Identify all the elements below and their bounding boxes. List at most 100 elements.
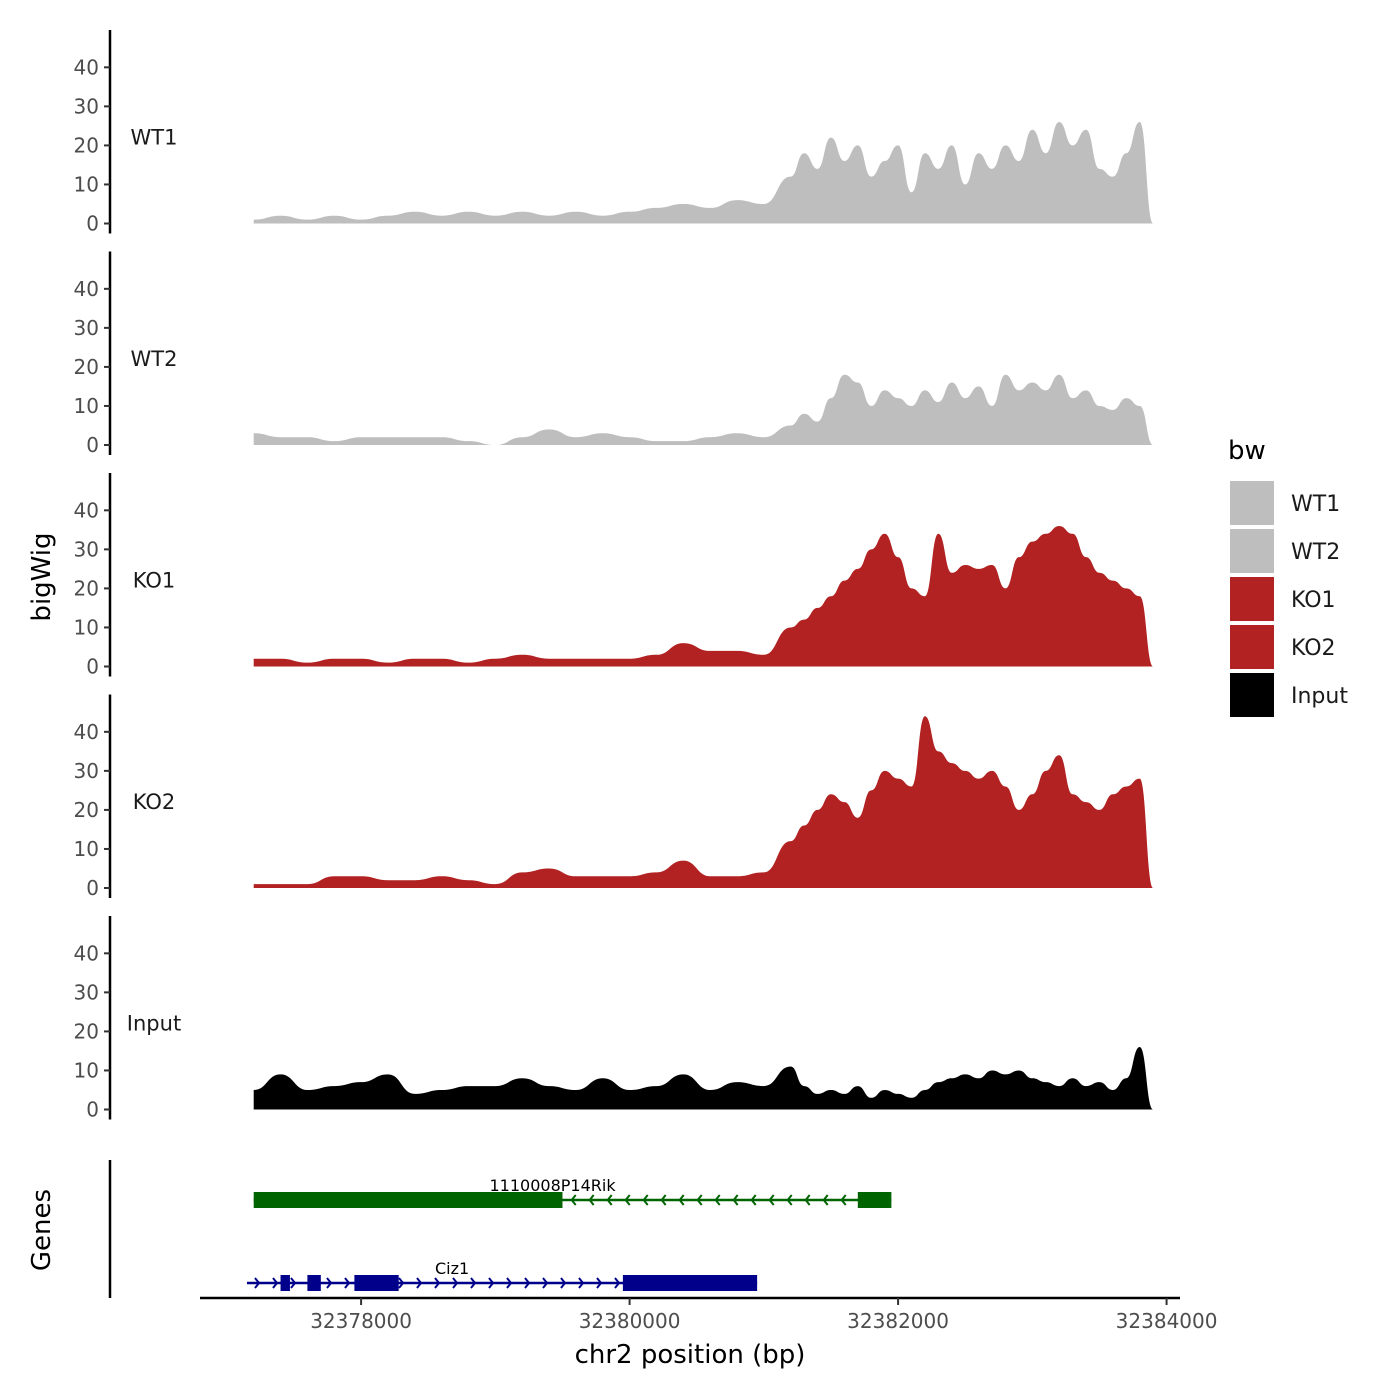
strand-arrow-icon <box>506 1277 513 1289</box>
gene-label: Ciz1 <box>435 1259 469 1278</box>
legend-swatch-KO2 <box>1230 625 1274 669</box>
y-tick-label: 20 <box>74 355 99 379</box>
track-label-KO2: KO2 <box>133 790 176 814</box>
strand-arrow-icon <box>750 1194 757 1206</box>
legend-swatch-KO1 <box>1230 577 1274 621</box>
strand-arrow-icon <box>606 1194 613 1206</box>
y-tick-label: 0 <box>86 1098 99 1122</box>
strand-arrow-icon <box>290 1277 297 1289</box>
panel-WT2: 0 10 20 30 40 WT2 <box>74 251 1154 457</box>
panel-KO2: 0 10 20 30 40 KO2 <box>74 694 1154 900</box>
strand-arrow-icon <box>488 1277 495 1289</box>
track-label-KO1: KO1 <box>133 569 176 593</box>
gene-exon <box>307 1275 321 1291</box>
panel-KO1: 0 10 20 30 40 KO1 <box>74 473 1154 679</box>
gene-exon <box>280 1275 290 1291</box>
track-label-WT1: WT1 <box>131 126 178 150</box>
panel-Input: 0 10 20 30 40 Input <box>74 916 1154 1122</box>
genes-panel: 1110008P14Rik Ciz1 <box>108 1160 892 1298</box>
coverage-area-WT2 <box>253 374 1154 445</box>
gene-1110008P14Rik: 1110008P14Rik <box>253 1176 892 1208</box>
y-tick-label: 30 <box>74 537 99 561</box>
strand-arrow-icon <box>678 1194 685 1206</box>
y-tick-label: 40 <box>74 55 99 79</box>
strand-arrow-icon <box>452 1277 459 1289</box>
legend-label-KO1: KO1 <box>1291 588 1336 613</box>
y-tick-label: 40 <box>74 720 99 744</box>
coverage-area-WT1 <box>253 121 1154 224</box>
legend-label-KO2: KO2 <box>1291 636 1336 661</box>
strand-arrow-icon <box>398 1277 405 1289</box>
y-tick-label: 0 <box>86 655 99 679</box>
y-tick-label: 30 <box>74 316 99 340</box>
strand-arrow-icon <box>732 1194 739 1206</box>
panel-WT1: 0 10 20 30 40 WT1 <box>74 30 1154 236</box>
y-tick-label: 10 <box>74 1058 99 1082</box>
legend-title: bw <box>1228 436 1266 466</box>
gene-exon <box>354 1275 399 1291</box>
strand-arrow-icon <box>642 1194 649 1206</box>
y-tick-label: 30 <box>74 94 99 118</box>
y-tick-label: 0 <box>86 212 99 236</box>
y-tick-label: 10 <box>74 615 99 639</box>
strand-arrow-icon <box>272 1277 279 1289</box>
gene-exon <box>622 1275 758 1291</box>
strand-arrow-icon <box>254 1277 261 1289</box>
strand-arrow-icon <box>542 1277 549 1289</box>
x-tick-label: 32382000 <box>847 1309 949 1333</box>
strand-arrow-icon <box>714 1194 721 1206</box>
legend-label-WT2: WT2 <box>1291 540 1340 565</box>
legend-swatch-WT2 <box>1230 529 1274 573</box>
coverage-area-Input <box>253 1047 1154 1110</box>
gene-Ciz1: Ciz1 <box>246 1259 758 1291</box>
strand-arrow-icon <box>434 1277 441 1289</box>
y-tick-label: 0 <box>86 876 99 900</box>
strand-arrow-icon <box>822 1194 829 1206</box>
strand-arrow-icon <box>596 1277 603 1289</box>
y-tick-label: 20 <box>74 798 99 822</box>
y-tick-label: 30 <box>74 980 99 1004</box>
track-label-Input: Input <box>127 1012 181 1036</box>
legend-swatch-WT1 <box>1230 481 1274 525</box>
y-tick-label: 10 <box>74 394 99 418</box>
gene-label: 1110008P14Rik <box>489 1176 616 1195</box>
y-axis-title: bigWig <box>27 532 57 621</box>
coverage-area-KO1 <box>253 525 1154 667</box>
strand-arrow-icon <box>470 1277 477 1289</box>
track-label-WT2: WT2 <box>131 347 178 371</box>
legend-swatch-Input <box>1230 673 1274 717</box>
y-tick-label: 20 <box>74 1019 99 1043</box>
gene-exon <box>857 1192 892 1208</box>
strand-arrow-icon <box>560 1277 567 1289</box>
strand-arrow-icon <box>624 1194 631 1206</box>
y-tick-label: 10 <box>74 837 99 861</box>
strand-arrow-icon <box>614 1277 621 1289</box>
strand-arrow-icon <box>768 1194 775 1206</box>
strand-arrow-icon <box>660 1194 667 1206</box>
coverage-panels: 0 10 20 30 40 WT1 0 10 20 30 40 WT2 0 10 20 30 40 KO1 0 10 2… <box>74 30 1154 1122</box>
y-tick-label: 20 <box>74 133 99 157</box>
strand-arrow-icon <box>416 1277 423 1289</box>
x-tick-label: 32378000 <box>310 1309 412 1333</box>
strand-arrow-icon <box>344 1277 351 1289</box>
strand-arrow-icon <box>786 1194 793 1206</box>
y-tick-label: 40 <box>74 498 99 522</box>
strand-arrow-icon <box>570 1194 577 1206</box>
strand-arrow-icon <box>326 1277 333 1289</box>
y-tick-label: 30 <box>74 759 99 783</box>
gene-exon <box>253 1192 563 1208</box>
coverage-area-KO2 <box>253 716 1154 888</box>
legend: bw WT1 WT2 KO1 KO2 Input <box>1228 436 1348 717</box>
strand-arrow-icon <box>578 1277 585 1289</box>
y-tick-label: 20 <box>74 576 99 600</box>
x-axis-title: chr2 position (bp) <box>575 1340 806 1370</box>
legend-label-Input: Input <box>1291 684 1348 709</box>
strand-arrow-icon <box>588 1194 595 1206</box>
y-tick-label: 10 <box>74 172 99 196</box>
y-tick-label: 40 <box>74 277 99 301</box>
y-tick-label: 40 <box>74 941 99 965</box>
y-tick-label: 0 <box>86 433 99 457</box>
x-tick-label: 32380000 <box>579 1309 681 1333</box>
strand-arrow-icon <box>524 1277 531 1289</box>
